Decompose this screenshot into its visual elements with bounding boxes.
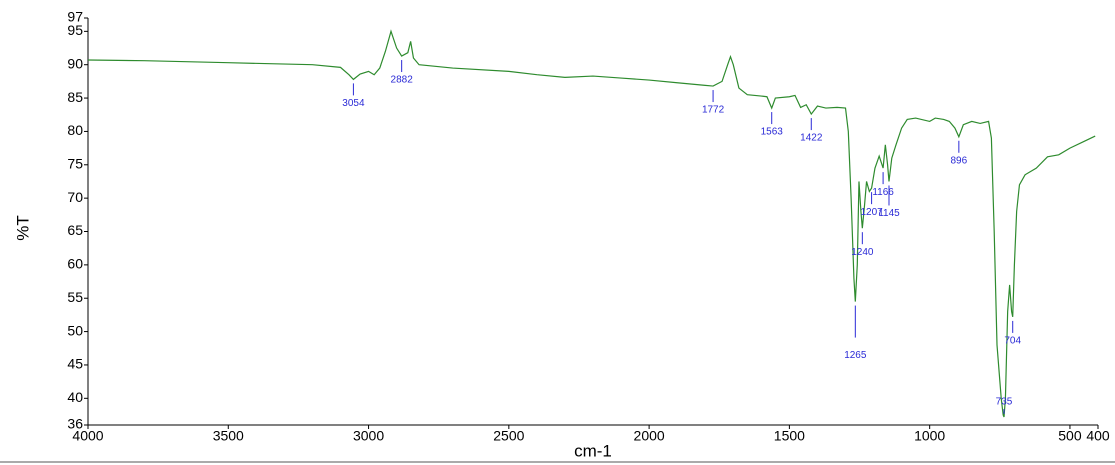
y-tick-label: 45 [67,356,83,372]
y-tick-label: 55 [67,289,83,305]
y-tick-label: 36 [67,416,83,432]
x-tick-label: 500 [1058,428,1082,444]
x-tick-label: 4000 [72,428,103,444]
y-axis-label: %T [13,215,32,241]
peak-label: 1422 [800,133,823,144]
x-tick-label: 400 [1086,428,1110,444]
y-tick-label: 65 [67,222,83,238]
y-tick-label: 90 [67,55,83,71]
peak-label: 735 [996,397,1013,408]
y-tick-label: 80 [67,122,83,138]
peak-label: 896 [951,155,968,166]
y-tick-label: 95 [67,22,83,38]
x-axis-label: cm-1 [574,441,612,460]
peak-label: 1563 [761,127,784,138]
peak-label: 2882 [391,75,414,86]
peak-label: 3054 [342,98,365,109]
x-tick-label: 2000 [634,428,665,444]
peak-label: 704 [1004,336,1021,347]
x-tick-label: 3000 [353,428,384,444]
y-tick-label: 50 [67,322,83,338]
y-tick-label: 70 [67,189,83,205]
peak-label: 1265 [844,350,867,361]
y-tick-label: 60 [67,256,83,272]
x-tick-label: 1000 [914,428,945,444]
x-tick-label: 2500 [493,428,524,444]
peak-label: 1772 [702,105,725,116]
y-tick-label: 75 [67,155,83,171]
y-tick-label: 85 [67,89,83,105]
x-tick-label: 3500 [213,428,244,444]
peak-label: 1166 [872,187,894,198]
spectrum-line [87,29,1096,418]
peak-label: 1145 [878,208,900,219]
y-tick-label: 97 [67,9,83,25]
peak-label: 1240 [851,247,874,258]
y-tick-label: 40 [67,389,83,405]
x-tick-label: 1500 [774,428,805,444]
peak-label: 1207 [860,207,883,218]
